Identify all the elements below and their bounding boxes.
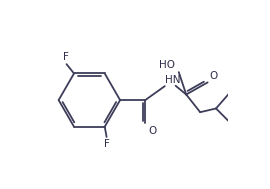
Text: F: F (63, 52, 69, 62)
Text: HN: HN (165, 75, 181, 85)
Text: O: O (148, 126, 157, 136)
Text: O: O (210, 71, 218, 81)
Text: F: F (104, 139, 110, 149)
Text: HO: HO (159, 60, 175, 70)
